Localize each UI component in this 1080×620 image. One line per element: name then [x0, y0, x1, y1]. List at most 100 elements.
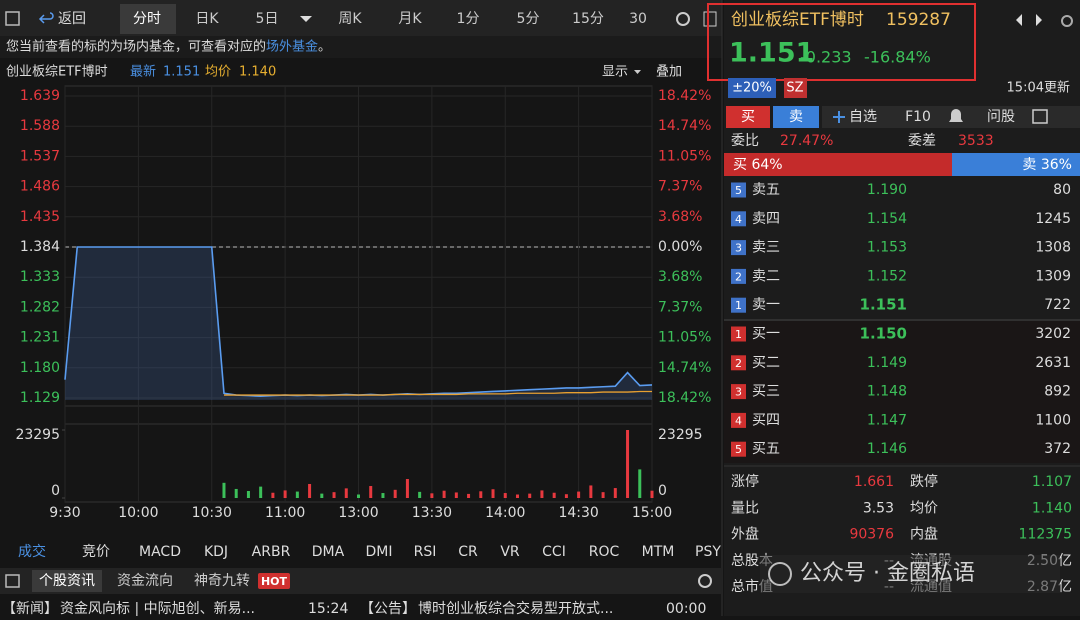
period-tab[interactable]: 月K — [398, 11, 422, 27]
indicator-tab[interactable]: 成交 — [18, 543, 46, 560]
volume-bar — [638, 469, 642, 498]
level-badge — [731, 441, 746, 457]
price-tick-label: 1.282 — [20, 299, 60, 315]
indicator-tab[interactable]: MTM — [642, 544, 675, 560]
pct-tick-label: 3.68% — [658, 209, 702, 225]
info-tab[interactable]: 神奇九转 — [194, 572, 250, 589]
sell-button[interactable]: 卖 — [789, 109, 803, 125]
level-price: 1.147 — [867, 412, 907, 428]
back-button[interactable]: 返回 — [58, 11, 86, 27]
time-label: 9:30 — [49, 505, 80, 521]
volume-tick-label: 23295 — [15, 427, 60, 443]
price-tick-label: 1.639 — [20, 88, 60, 104]
settings-icon[interactable] — [698, 574, 712, 588]
volume-bar — [369, 486, 373, 498]
indicator-tab[interactable]: PSY — [695, 544, 721, 560]
period-tab[interactable]: 分时 — [133, 11, 161, 27]
level-price: 1.153 — [867, 240, 907, 256]
news-title[interactable]: 资金风向标 | 中际旭创、新易... — [60, 601, 255, 617]
period-tab[interactable]: 15分 — [572, 11, 604, 27]
back-icon[interactable] — [38, 12, 54, 24]
news-title[interactable]: 博时创业板综合交易型开放式... — [418, 600, 613, 617]
notice-text: 。 — [318, 40, 331, 55]
level-number: 3 — [735, 242, 742, 255]
indicator-tab[interactable]: KDJ — [204, 544, 228, 560]
stat-label: 内盘 — [910, 526, 938, 543]
avg-label: 均价 — [205, 65, 231, 80]
level-price: 1.149 — [867, 355, 907, 371]
time-label: 13:30 — [412, 505, 452, 521]
f10-button[interactable]: F10 — [905, 109, 931, 125]
level-badge — [731, 412, 746, 428]
indicator-tab[interactable]: VR — [500, 544, 520, 560]
level-volume: 80 — [1053, 182, 1071, 198]
indicator-tab[interactable]: MACD — [139, 544, 181, 560]
period-tab[interactable]: 1分 — [457, 11, 480, 27]
indicator-tab[interactable]: 竞价 — [82, 543, 110, 560]
volume-tick-label: 23295 — [658, 427, 703, 443]
pct-tick-label: 14.74% — [658, 360, 711, 376]
time-label: 15:00 — [632, 505, 672, 521]
level-volume: 2631 — [1035, 355, 1071, 371]
period-tab[interactable]: 30 — [629, 11, 647, 27]
sidebar-icon[interactable] — [5, 11, 20, 26]
price-tick-label: 1.129 — [20, 390, 60, 406]
volume-bar — [259, 486, 263, 498]
plus-icon[interactable] — [833, 111, 845, 123]
indicator-tab[interactable]: ROC — [589, 544, 620, 560]
bell-icon[interactable] — [949, 109, 963, 122]
stat-label: 外盘 — [731, 526, 759, 543]
volume-bar — [418, 491, 422, 498]
watchlist-button[interactable]: 自选 — [849, 109, 877, 125]
level-volume: 1309 — [1035, 268, 1071, 284]
notice-text: 您当前查看的标的为场内基金，可查看对应的 — [6, 39, 266, 55]
buy-button-bg[interactable] — [726, 106, 770, 128]
sell-button-bg[interactable] — [773, 106, 819, 128]
level-volume: 892 — [1044, 384, 1071, 400]
info-tab[interactable]: 资金流向 — [117, 573, 173, 589]
indicator-tab[interactable]: CR — [458, 544, 478, 560]
level-name: 卖一 — [752, 297, 780, 313]
time-label: 14:30 — [558, 505, 598, 521]
price-tick-label: 1.537 — [20, 148, 60, 164]
time-label: 14:00 — [485, 505, 525, 521]
indicator-tab[interactable]: RSI — [414, 544, 437, 560]
period-tab[interactable]: 5日 — [256, 11, 279, 27]
pct-tick-label: 11.05% — [658, 148, 711, 164]
level-name: 买二 — [752, 355, 780, 371]
panel-icon[interactable] — [1032, 109, 1048, 124]
pct-tick-label: 11.05% — [658, 330, 711, 346]
period-tab[interactable]: 周K — [338, 11, 362, 27]
nav-arrows[interactable] — [1016, 14, 1042, 26]
period-tab[interactable]: 日K — [195, 11, 219, 27]
level-price: 1.151 — [860, 296, 907, 314]
level-name: 买三 — [752, 384, 780, 400]
settings-icon[interactable] — [1061, 15, 1073, 27]
overlay-menu[interactable]: 叠加 — [656, 65, 682, 80]
display-menu[interactable]: 显示 — [602, 65, 628, 80]
news-icon[interactable] — [5, 574, 20, 588]
indicator-tab[interactable]: CCI — [542, 544, 566, 560]
diff-value: 3533 — [958, 133, 994, 149]
dropdown-icon[interactable] — [300, 16, 312, 22]
market-text: SZ — [786, 81, 803, 96]
active-tab-bg — [32, 570, 102, 592]
info-tab[interactable]: 个股资讯 — [39, 573, 95, 589]
indicator-tab[interactable]: ARBR — [252, 544, 291, 560]
level-volume: 372 — [1044, 441, 1071, 457]
indicator-tab[interactable]: DMI — [366, 544, 393, 560]
period-tab[interactable]: 5分 — [517, 11, 540, 27]
notice-link[interactable]: 场外基金 — [266, 39, 318, 55]
level-number: 4 — [735, 213, 742, 226]
volume-bar — [613, 488, 617, 498]
buy-button[interactable]: 买 — [741, 109, 755, 125]
pct-tick-label: 3.68% — [658, 269, 702, 285]
stat-value: 90376 — [849, 527, 894, 543]
layout-icon[interactable] — [703, 11, 717, 27]
level-price: 1.190 — [867, 182, 907, 198]
quote-panel — [724, 0, 1080, 616]
indicator-tab[interactable]: DMA — [312, 544, 345, 560]
settings-icon[interactable] — [676, 12, 690, 26]
ask-button[interactable]: 问股 — [987, 109, 1015, 125]
